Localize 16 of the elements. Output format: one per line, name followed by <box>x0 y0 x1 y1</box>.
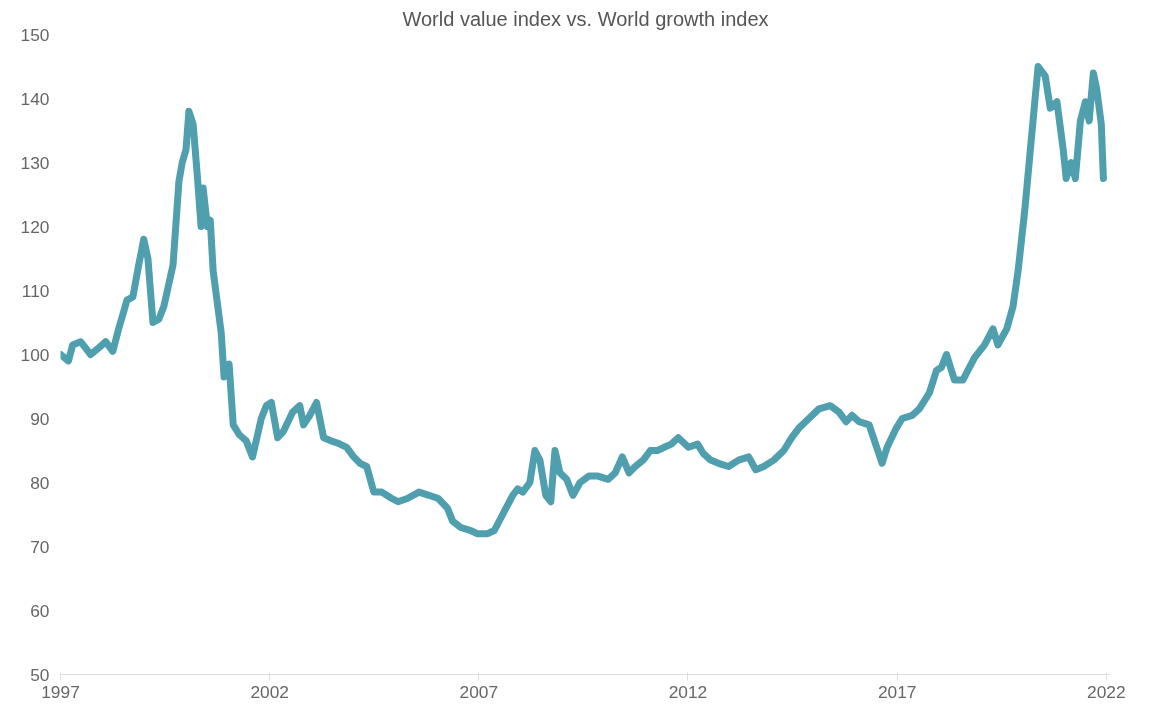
y-tick-label: 120 <box>20 216 50 237</box>
y-tick-label: 100 <box>20 344 50 365</box>
y-tick-label: 80 <box>30 472 50 493</box>
y-tick-label: 110 <box>21 280 50 301</box>
x-tick-label: 2022 <box>1087 681 1126 702</box>
chart-title: World value index vs. World growth index <box>402 7 769 30</box>
y-tick-label: 70 <box>30 536 50 557</box>
y-tick-label: 60 <box>30 600 50 621</box>
x-tick-label: 2002 <box>250 681 289 702</box>
x-tick-label: 2012 <box>668 681 708 702</box>
y-tick-label: 150 <box>20 24 50 45</box>
y-tick-label: 90 <box>30 408 50 429</box>
y-tick-label: 130 <box>20 152 50 173</box>
x-tick-label: 2007 <box>459 681 499 702</box>
y-tick-label: 140 <box>20 88 50 109</box>
x-tick-label: 2017 <box>877 681 917 702</box>
